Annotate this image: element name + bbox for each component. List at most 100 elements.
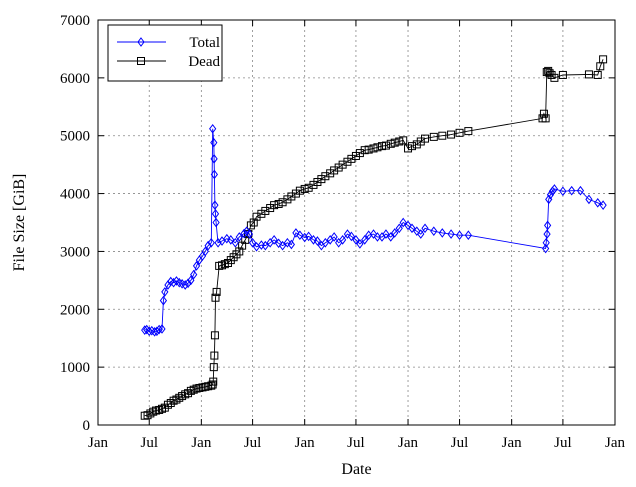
data-point-dead (209, 363, 218, 372)
data-point-total (321, 237, 329, 248)
data-point-dead (599, 55, 608, 64)
data-point-dead (252, 212, 261, 221)
data-point-total (391, 228, 399, 238)
data-point-dead (186, 386, 195, 395)
data-point-total (421, 223, 429, 234)
data-point-total (184, 278, 192, 289)
data-point-dead (208, 380, 217, 389)
data-point-dead (355, 149, 364, 158)
data-point-total (187, 275, 195, 286)
data-point-dead (211, 293, 220, 302)
data-point-dead (347, 154, 356, 163)
data-point-dead (447, 130, 456, 139)
data-point-total (347, 231, 356, 242)
data-point-total (158, 324, 166, 334)
data-point-total (542, 243, 550, 254)
series-dead (140, 55, 608, 420)
y-axis-label: File Size [GiB] (11, 174, 28, 272)
data-point-dead (192, 384, 201, 393)
x-tick-label: Jul (554, 435, 572, 451)
data-point-dead (421, 134, 430, 143)
data-point-total (339, 235, 347, 245)
data-point-total (356, 239, 364, 249)
data-point-total (210, 169, 218, 180)
data-point-total (343, 229, 352, 239)
data-point-total (413, 226, 421, 237)
data-point-total (305, 231, 313, 242)
legend-box (107, 24, 223, 82)
data-point-total (214, 237, 222, 248)
y-tick-label: 3000 (60, 244, 90, 260)
data-point-total (594, 197, 602, 208)
data-point-dead (146, 409, 155, 418)
data-point-total (599, 200, 607, 210)
data-point-total (550, 184, 559, 194)
data-point-total (543, 229, 551, 239)
data-point-dead (558, 70, 567, 79)
series-layer (140, 55, 608, 420)
data-point-dead (464, 127, 473, 136)
data-point-dead (270, 201, 279, 210)
data-point-total (211, 208, 220, 219)
data-point-dead (249, 218, 258, 227)
data-point-dead (584, 70, 593, 79)
data-point-dead (545, 69, 554, 78)
data-point-total (576, 185, 585, 196)
x-tick-label: Jan (502, 435, 522, 451)
data-point-dead (140, 411, 149, 420)
data-point-total (212, 217, 220, 228)
legend-marker-dead (137, 57, 145, 65)
data-point-dead (295, 186, 304, 195)
data-point-dead (226, 256, 235, 265)
data-point-dead (163, 400, 172, 409)
data-point-dead (218, 261, 227, 270)
data-point-dead (244, 230, 253, 239)
data-point-total (227, 235, 235, 245)
data-point-total (153, 326, 161, 337)
data-point-dead (330, 166, 339, 175)
data-point-total (204, 240, 212, 251)
data-point-dead (246, 221, 255, 230)
data-point-total (430, 226, 438, 237)
data-point-total (417, 229, 425, 239)
data-point-dead (189, 385, 198, 394)
data-point-dead (550, 73, 559, 82)
x-tick-label: Jan (191, 435, 211, 451)
data-point-total (223, 233, 231, 244)
x-axis-label: Date (341, 461, 371, 478)
data-point-total (235, 232, 243, 242)
x-axis: Jan Jul Jan Jul Jan Jul Jan Jul Jan Jul Jan (88, 20, 625, 451)
data-point-dead (304, 183, 313, 192)
data-point-dead (235, 247, 244, 256)
data-point-total (542, 237, 550, 248)
data-point-dead (261, 206, 270, 215)
y-axis: 0 1000 2000 3000 4000 5000 6000 7000 (60, 13, 615, 434)
data-point-total (243, 226, 251, 237)
data-point-total (201, 246, 209, 257)
data-point-dead (373, 143, 382, 152)
data-point-total (278, 240, 287, 251)
data-point-dead (399, 136, 408, 145)
data-point-dead (149, 407, 158, 416)
data-point-total (169, 277, 178, 288)
data-point-total (261, 240, 269, 251)
data-point-dead (215, 261, 224, 270)
data-point-total (275, 238, 283, 249)
data-point-total (210, 137, 218, 148)
data-point-total (585, 194, 593, 205)
data-point-dead (364, 145, 373, 154)
data-point-dead (542, 68, 551, 77)
data-point-dead (155, 405, 164, 414)
data-point-total (155, 324, 163, 335)
x-tick-label: Jan (605, 435, 625, 451)
y-tick-label: 0 (83, 418, 91, 434)
x-tick-label: Jul (347, 435, 365, 451)
data-point-dead (593, 70, 602, 79)
data-point-dead (390, 138, 399, 147)
data-point-total (296, 230, 304, 241)
data-point-dead (278, 198, 287, 207)
data-point-total (145, 326, 153, 337)
data-point-total (313, 236, 322, 246)
data-point-total (447, 229, 455, 239)
data-point-total (464, 230, 472, 241)
